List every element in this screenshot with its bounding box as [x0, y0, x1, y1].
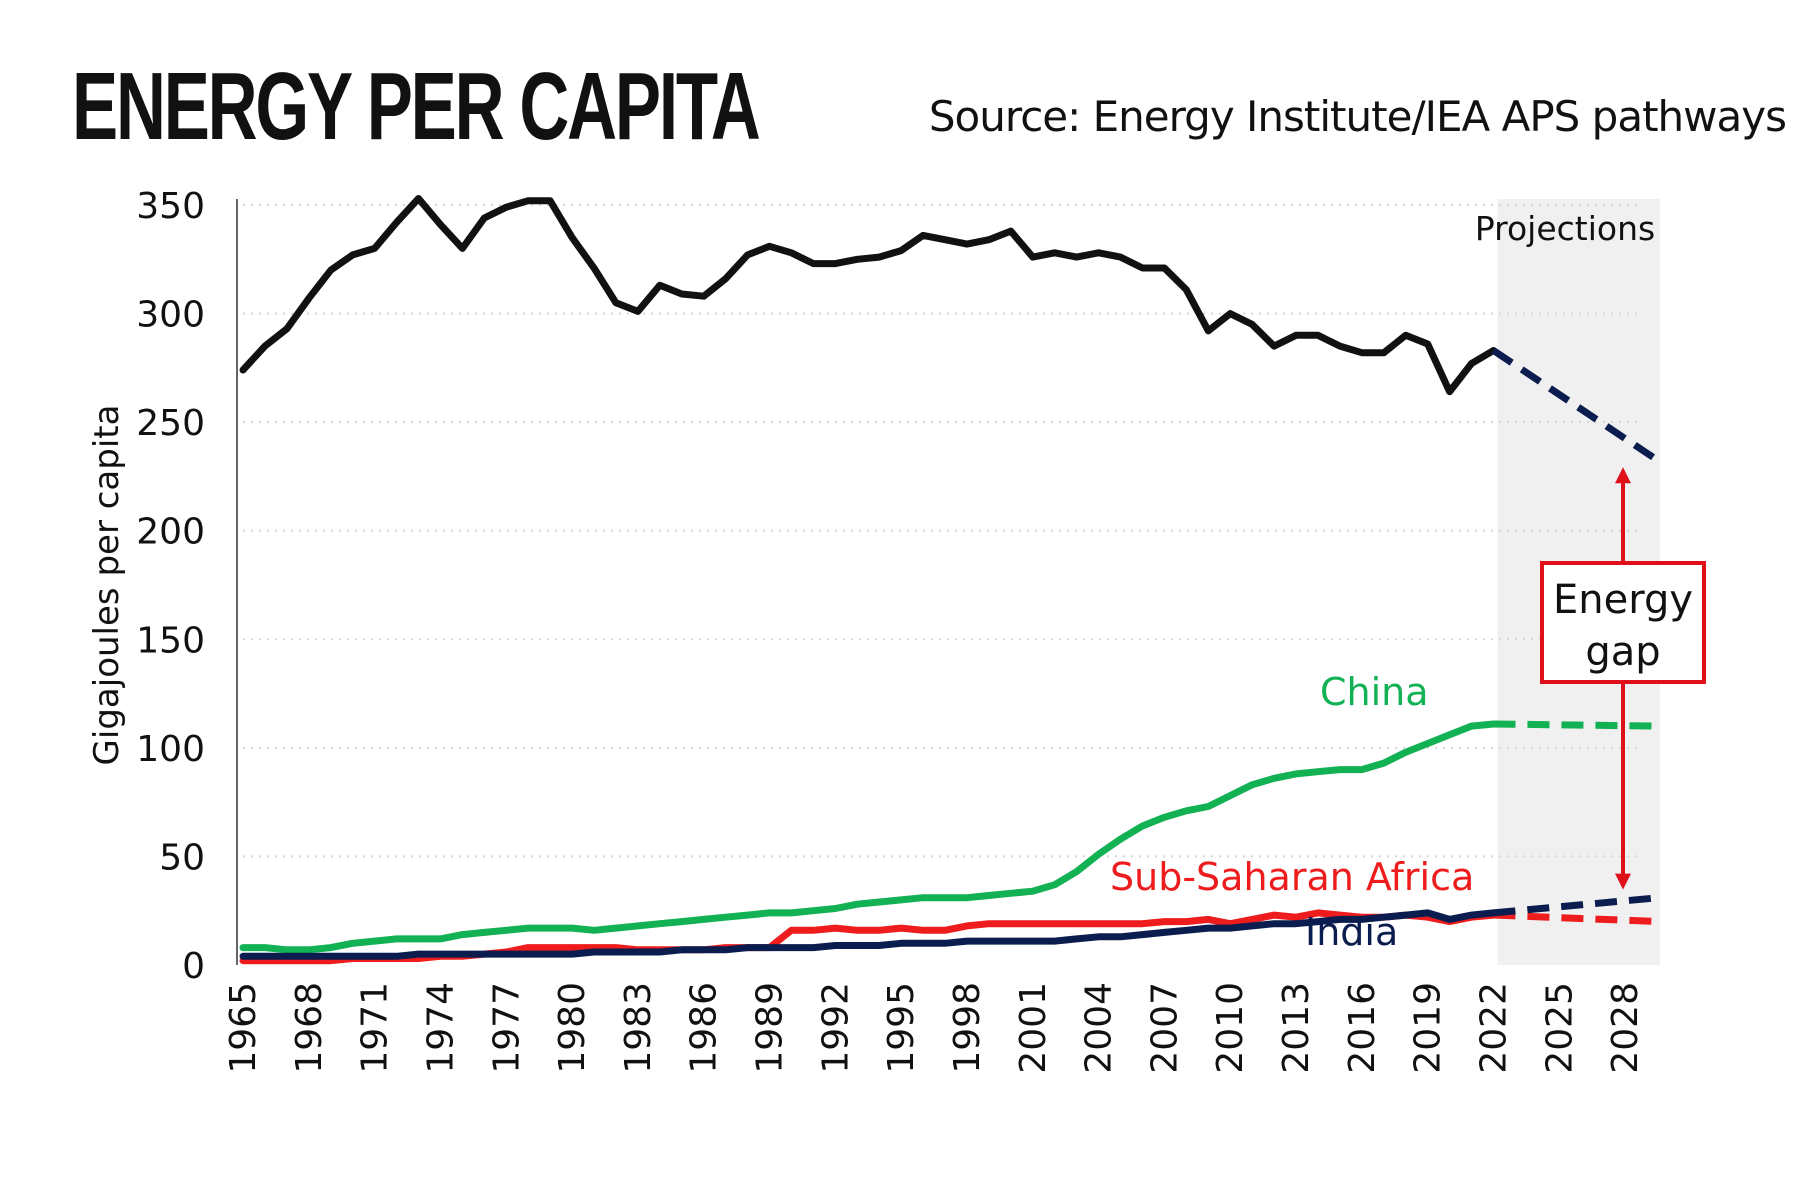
x-tick-label: 1968: [289, 982, 330, 1074]
x-tick-label: 2004: [1079, 982, 1120, 1074]
x-tick-label: 1971: [355, 982, 396, 1074]
projection-line-ssa: [1493, 911, 1660, 926]
x-tick-label: 2016: [1342, 982, 1383, 1074]
chart-title: ENERGY PER CAPITA: [72, 53, 761, 160]
x-tick-label: 2028: [1605, 982, 1646, 1074]
chart-source: Source: Energy Institute/IEA APS pathway…: [928, 92, 1787, 141]
y-tick-label: 50: [159, 837, 205, 878]
x-tick-label: 1992: [815, 982, 856, 1074]
y-tick-label: 200: [136, 512, 205, 553]
x-tick-label: 1977: [486, 982, 527, 1074]
x-tick-label: 1986: [684, 982, 725, 1074]
x-tick-label: 2025: [1539, 982, 1580, 1074]
y-tick-label: 350: [136, 186, 205, 227]
x-tick-labels: 1965 1968 1971 1974 1977 1980 1983 1986 1989 1992…: [223, 982, 1646, 1074]
y-tick-labels: 0 50 100 150 200 250 300 350: [136, 186, 205, 987]
series-line-world: [239, 195, 1497, 396]
y-tick-label: 300: [136, 295, 205, 336]
gap-arrow-head-top: [1615, 467, 1631, 484]
x-tick-label: 1974: [420, 982, 461, 1074]
y-tick-label: 0: [182, 946, 205, 987]
x-tick-label: 2022: [1473, 982, 1514, 1074]
x-tick-label: 2010: [1210, 982, 1251, 1074]
y-tick-label: 150: [136, 620, 205, 661]
x-tick-label: 1965: [223, 982, 264, 1074]
x-tick-label: 2019: [1408, 982, 1449, 1074]
y-tick-label: 250: [136, 403, 205, 444]
energy-gap-annotation: Energy gap: [1540, 467, 1706, 890]
gap-label-line-1: Energy: [1553, 577, 1693, 623]
projection-line-india: [1493, 894, 1660, 917]
x-tick-label: 1995: [881, 982, 922, 1074]
series-lines: [239, 195, 1661, 965]
y-tick-label: 100: [136, 729, 205, 770]
series-label-china: China: [1320, 670, 1429, 714]
series-line-china: [239, 720, 1497, 954]
x-tick-label: 2007: [1144, 982, 1185, 1074]
x-tick-label: 1989: [750, 982, 791, 1074]
grid-lines: [243, 204, 1640, 858]
gap-label-box: [1540, 561, 1706, 684]
projection-label: Projections: [1475, 209, 1655, 248]
x-tick-label: 2013: [1276, 982, 1317, 1074]
y-axis-label: Gigajoules per capita: [87, 405, 127, 766]
gap-arrow-head-bottom: [1615, 873, 1631, 890]
series-label-sub-saharan-africa: Sub-Saharan Africa: [1110, 855, 1474, 899]
x-tick-label: 1983: [618, 982, 659, 1074]
x-tick-label: 2001: [1013, 982, 1054, 1074]
x-tick-label: 1998: [947, 982, 988, 1074]
series-label-india: India: [1305, 910, 1398, 954]
x-tick-label: 1980: [552, 982, 593, 1074]
projection-line-china: [1493, 720, 1660, 730]
series-line-india: [239, 909, 1497, 960]
gap-label-line-2: gap: [1585, 629, 1660, 675]
